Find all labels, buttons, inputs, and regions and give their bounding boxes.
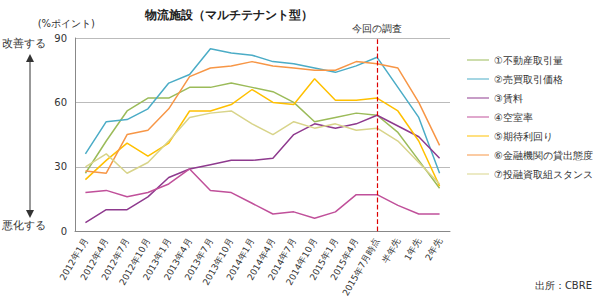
svg-text:①不動産取引量: ①不動産取引量 — [494, 55, 563, 66]
svg-text:2015年1月: 2015年1月 — [307, 236, 340, 282]
svg-text:改善する: 改善する — [2, 37, 46, 50]
svg-text:④空室率: ④空室率 — [494, 112, 533, 123]
svg-text:2014年4月: 2014年4月 — [245, 236, 278, 282]
svg-text:1年先: 1年先 — [403, 237, 424, 263]
svg-text:2013年4月: 2013年4月 — [162, 236, 194, 282]
svg-text:2013年7月: 2013年7月 — [182, 236, 215, 282]
svg-text:半年先: 半年先 — [380, 237, 402, 265]
svg-text:2014年1月: 2014年1月 — [224, 236, 257, 282]
svg-text:2015年7月時点: 2015年7月時点 — [340, 237, 381, 298]
svg-text:2012年4月: 2012年4月 — [78, 236, 111, 282]
svg-text:0: 0 — [61, 226, 67, 237]
svg-text:2014年7月: 2014年7月 — [266, 236, 299, 282]
svg-text:物流施設（マルチテナント型）: 物流施設（マルチテナント型） — [144, 8, 313, 22]
svg-text:2013年1月: 2013年1月 — [141, 236, 174, 282]
svg-text:出所：CBRE: 出所：CBRE — [535, 280, 592, 291]
svg-text:60: 60 — [54, 97, 67, 108]
svg-text:2012年1月: 2012年1月 — [57, 236, 90, 282]
svg-text:2012年10月: 2012年10月 — [117, 236, 153, 287]
svg-text:2012年7月: 2012年7月 — [99, 236, 132, 282]
svg-text:③賃料: ③賃料 — [494, 93, 523, 104]
svg-text:30: 30 — [54, 161, 67, 172]
svg-text:⑤期待利回り: ⑤期待利回り — [494, 131, 553, 142]
svg-text:悪化する: 悪化する — [1, 219, 46, 232]
svg-text:⑦投融資取組スタンス: ⑦投融資取組スタンス — [494, 169, 593, 180]
svg-text:2年先: 2年先 — [423, 237, 444, 263]
svg-text:今回の調査: 今回の調査 — [352, 23, 402, 34]
svg-text:2014年10月: 2014年10月 — [284, 236, 319, 287]
svg-text:(%ポイント): (%ポイント) — [38, 18, 95, 29]
svg-text:2015年4月: 2015年4月 — [328, 236, 361, 282]
svg-text:2013年10月: 2013年10月 — [200, 236, 236, 287]
svg-text:⑥金融機関の貸出態度: ⑥金融機関の貸出態度 — [494, 150, 593, 161]
svg-text:②売買取引価格: ②売買取引価格 — [494, 74, 563, 85]
svg-text:90: 90 — [54, 33, 67, 44]
